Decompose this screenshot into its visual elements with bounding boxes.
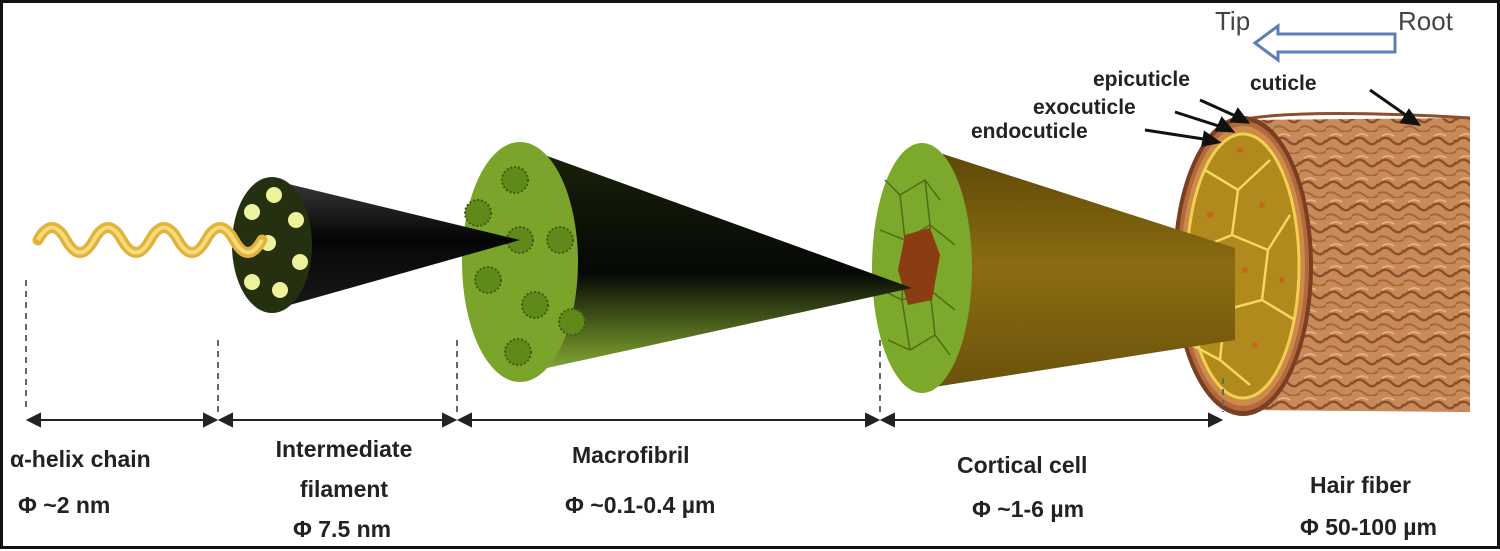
scale-arrows [25,412,1224,428]
root-label: Root [1398,6,1453,36]
dashed-markers [25,280,1224,412]
intermediate-filament-illustration [232,177,520,313]
cuticle-label: cuticle [1250,72,1317,95]
callout-arrows [1144,88,1422,147]
intermediate-filament-size: Φ 7.5 nm [293,516,392,542]
tip-root-arrow [1252,23,1397,63]
macrofibril-size: Φ ~0.1-0.4 µm [565,492,716,518]
alpha-helix-illustration [32,222,268,258]
cortical-cell-size: Φ ~1-6 µm [972,496,1085,522]
exocuticle-label: exocuticle [1033,96,1136,119]
cortical-cell-name: Cortical cell [957,452,1088,478]
intermediate-filament-name-line1: Intermediate [275,436,413,462]
macrofibril-name: Macrofibril [572,442,690,468]
tip-label: Tip [1215,6,1251,36]
endocuticle-label: endocuticle [971,120,1088,143]
alpha-helix-name: α-helix chain [10,446,151,472]
hair-fiber-name: Hair fiber [1310,472,1411,498]
intermediate-filament-name-line2: filament [299,476,389,502]
alpha-helix-size: Φ ~2 nm [18,492,111,518]
cortical-cell-illustration [872,143,1235,393]
hair-fiber-size: Φ 50-100 µm [1300,514,1437,540]
macrofibril-illustration [462,142,912,382]
epicuticle-label: epicuticle [1093,68,1190,91]
